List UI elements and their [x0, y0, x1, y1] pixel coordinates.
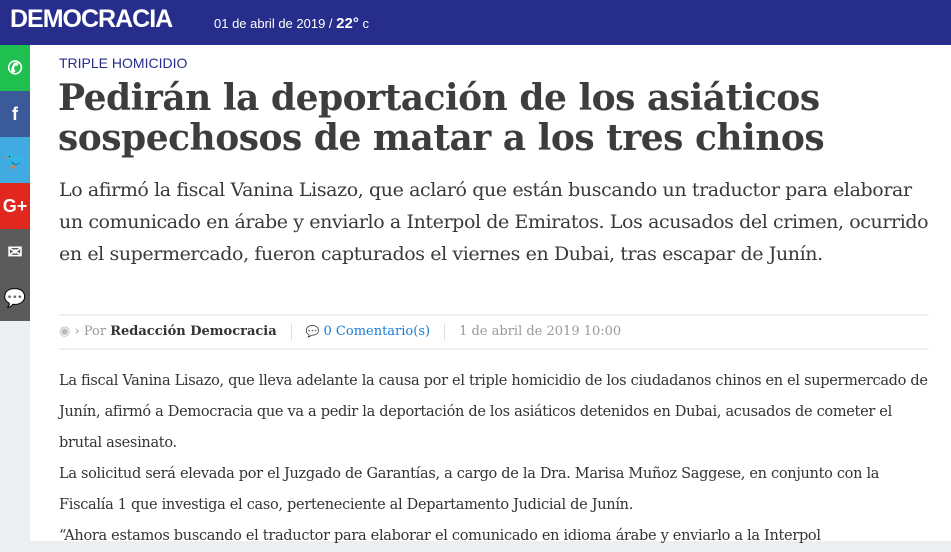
paragraph: “Ahora estamos buscando el traductor par…	[59, 528, 821, 544]
whatsapp-icon: ✆	[7, 57, 23, 78]
google-plus-icon: G+	[2, 195, 28, 216]
comment-icon: 💬	[305, 325, 320, 338]
email-icon: ✉	[7, 241, 23, 262]
temperature: 22°	[336, 15, 359, 32]
google-plus-share-button[interactable]: G+	[0, 183, 30, 229]
logo[interactable]: DEMOCRACIA	[10, 5, 173, 33]
article-lead: Lo afirmó la fiscal Vanina Lisazo, que a…	[59, 179, 929, 265]
facebook-icon: f	[12, 103, 18, 124]
facebook-share-button[interactable]: f	[0, 91, 30, 137]
twitter-share-button[interactable]: 🐦	[0, 137, 30, 183]
article-body: La fiscal Vanina Lisazo, que lleva adela…	[59, 366, 929, 552]
by-label: › Por	[74, 324, 107, 339]
whatsapp-share-button[interactable]: ✆	[0, 45, 30, 91]
article: TRIPLE HOMICIDIO Pedirán la deportación …	[30, 45, 951, 544]
comment-share-button[interactable]: 💬	[0, 275, 30, 321]
divider	[290, 323, 292, 341]
paragraph: La fiscal Vanina Lisazo, que lleva adela…	[59, 373, 928, 451]
article-kicker[interactable]: TRIPLE HOMICIDIO	[59, 55, 188, 71]
top-bar: DEMOCRACIA 01 de abril de 2019 / 22° c	[0, 0, 951, 45]
email-share-button[interactable]: ✉	[0, 229, 30, 275]
publish-date: 1 de abril de 2019 10:00	[459, 324, 622, 339]
comment-icon: 💬	[3, 287, 27, 308]
date: 01 de abril de 2019 /	[214, 16, 333, 31]
user-icon: ◉	[59, 324, 71, 339]
twitter-icon: 🐦	[3, 149, 27, 170]
comments-link[interactable]: 0 Comentario(s)	[323, 324, 431, 339]
temp-unit: c	[358, 16, 369, 31]
social-share-bar: ✆ f 🐦 G+ ✉ 💬	[0, 45, 30, 321]
divider	[444, 323, 446, 341]
article-meta: ◉ › Por Redacción Democracia 💬 0 Comenta…	[59, 314, 929, 350]
paragraph: La solicitud será elevada por el Juzgado…	[59, 466, 880, 513]
author[interactable]: Redacción Democracia	[110, 324, 277, 339]
article-title: Pedirán la deportación de los asiáticos …	[58, 77, 825, 159]
date-weather: 01 de abril de 2019 / 22° c	[214, 15, 369, 32]
